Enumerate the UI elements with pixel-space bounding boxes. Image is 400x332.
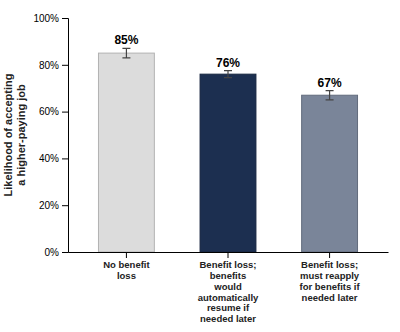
x-tick: No benefitloss bbox=[103, 252, 150, 281]
x-tick: Benefit loss;must reapplyfor benefits if… bbox=[300, 252, 361, 303]
y-tick-mark bbox=[62, 252, 68, 253]
bar bbox=[200, 74, 256, 252]
y-tick-mark bbox=[62, 65, 68, 66]
x-tick: Benefit loss;benefitswouldautomaticallyr… bbox=[198, 252, 259, 324]
y-tick-mark bbox=[62, 205, 68, 206]
y-tick-mark bbox=[62, 112, 68, 113]
y-tick-mark bbox=[62, 158, 68, 159]
x-tick-label-line: needed later bbox=[200, 313, 256, 324]
x-tick-label-line: needed later bbox=[302, 292, 358, 303]
bar bbox=[98, 53, 154, 252]
y-axis-title-line: Likelihood of accepting bbox=[2, 74, 14, 197]
y-tick: 0% bbox=[45, 247, 68, 258]
plot: 0% 20% 40% 60% 80% 100% No benefitloss Benefit … bbox=[2, 13, 389, 325]
x-tick-label: Benefit loss;benefitswouldautomaticallyr… bbox=[198, 259, 259, 325]
x-tick-label-line: benefits bbox=[210, 270, 246, 281]
marks bbox=[98, 48, 357, 252]
y-tick: 40% bbox=[39, 153, 68, 164]
chart: 0% 20% 40% 60% 80% 100% No benefitloss Benefit … bbox=[0, 0, 400, 332]
y-tick-label: 20% bbox=[39, 200, 59, 211]
y-tick-label: 100% bbox=[33, 13, 59, 24]
x-tick-label: Benefit loss;must reapplyfor benefits if… bbox=[300, 259, 361, 303]
x-tick-mark bbox=[228, 252, 229, 258]
x-axis: No benefitlossBenefit loss;benefitswould… bbox=[69, 252, 389, 324]
x-tick-label-line: No benefit bbox=[103, 259, 150, 270]
y-axis: 0% 20% 40% 60% 80% 100% bbox=[33, 13, 68, 258]
x-tick-label-line: Benefit loss; bbox=[199, 259, 256, 270]
y-tick-label: 60% bbox=[39, 106, 59, 117]
x-tick-label-line: automatically bbox=[198, 292, 259, 303]
x-tick-label-line: Benefit loss; bbox=[301, 259, 358, 270]
bar bbox=[302, 95, 358, 252]
data-labels: 85% 76% 67% bbox=[114, 33, 342, 89]
x-tick-label-line: for benefits if bbox=[300, 281, 361, 292]
error-bar bbox=[122, 48, 130, 57]
data-label: 76% bbox=[216, 56, 240, 70]
y-tick-mark bbox=[62, 18, 68, 19]
data-label: 85% bbox=[114, 33, 138, 47]
x-tick-label-line: would bbox=[213, 281, 242, 292]
y-axis-title-line: a higher-paying job bbox=[15, 84, 27, 186]
y-axis-line bbox=[62, 19, 69, 253]
x-tick-label-line: resume if bbox=[207, 302, 250, 313]
x-tick-label-line: must reapply bbox=[300, 270, 360, 281]
y-tick: 80% bbox=[39, 60, 68, 71]
y-tick-label: 40% bbox=[39, 153, 59, 164]
x-tick-label: No benefitloss bbox=[103, 259, 150, 281]
y-tick: 20% bbox=[39, 200, 68, 211]
y-tick: 100% bbox=[33, 13, 68, 24]
error-bar bbox=[326, 91, 334, 100]
y-tick-label: 0% bbox=[45, 247, 60, 258]
y-tick: 60% bbox=[39, 106, 68, 117]
x-tick-label-line: loss bbox=[117, 270, 136, 281]
x-tick-mark bbox=[126, 252, 127, 258]
data-label: 67% bbox=[318, 76, 342, 90]
y-axis-title: Likelihood of acceptinga higher-paying j… bbox=[2, 74, 27, 197]
y-tick-label: 80% bbox=[39, 60, 59, 71]
error-bar bbox=[224, 71, 232, 78]
x-tick-mark bbox=[329, 252, 330, 258]
